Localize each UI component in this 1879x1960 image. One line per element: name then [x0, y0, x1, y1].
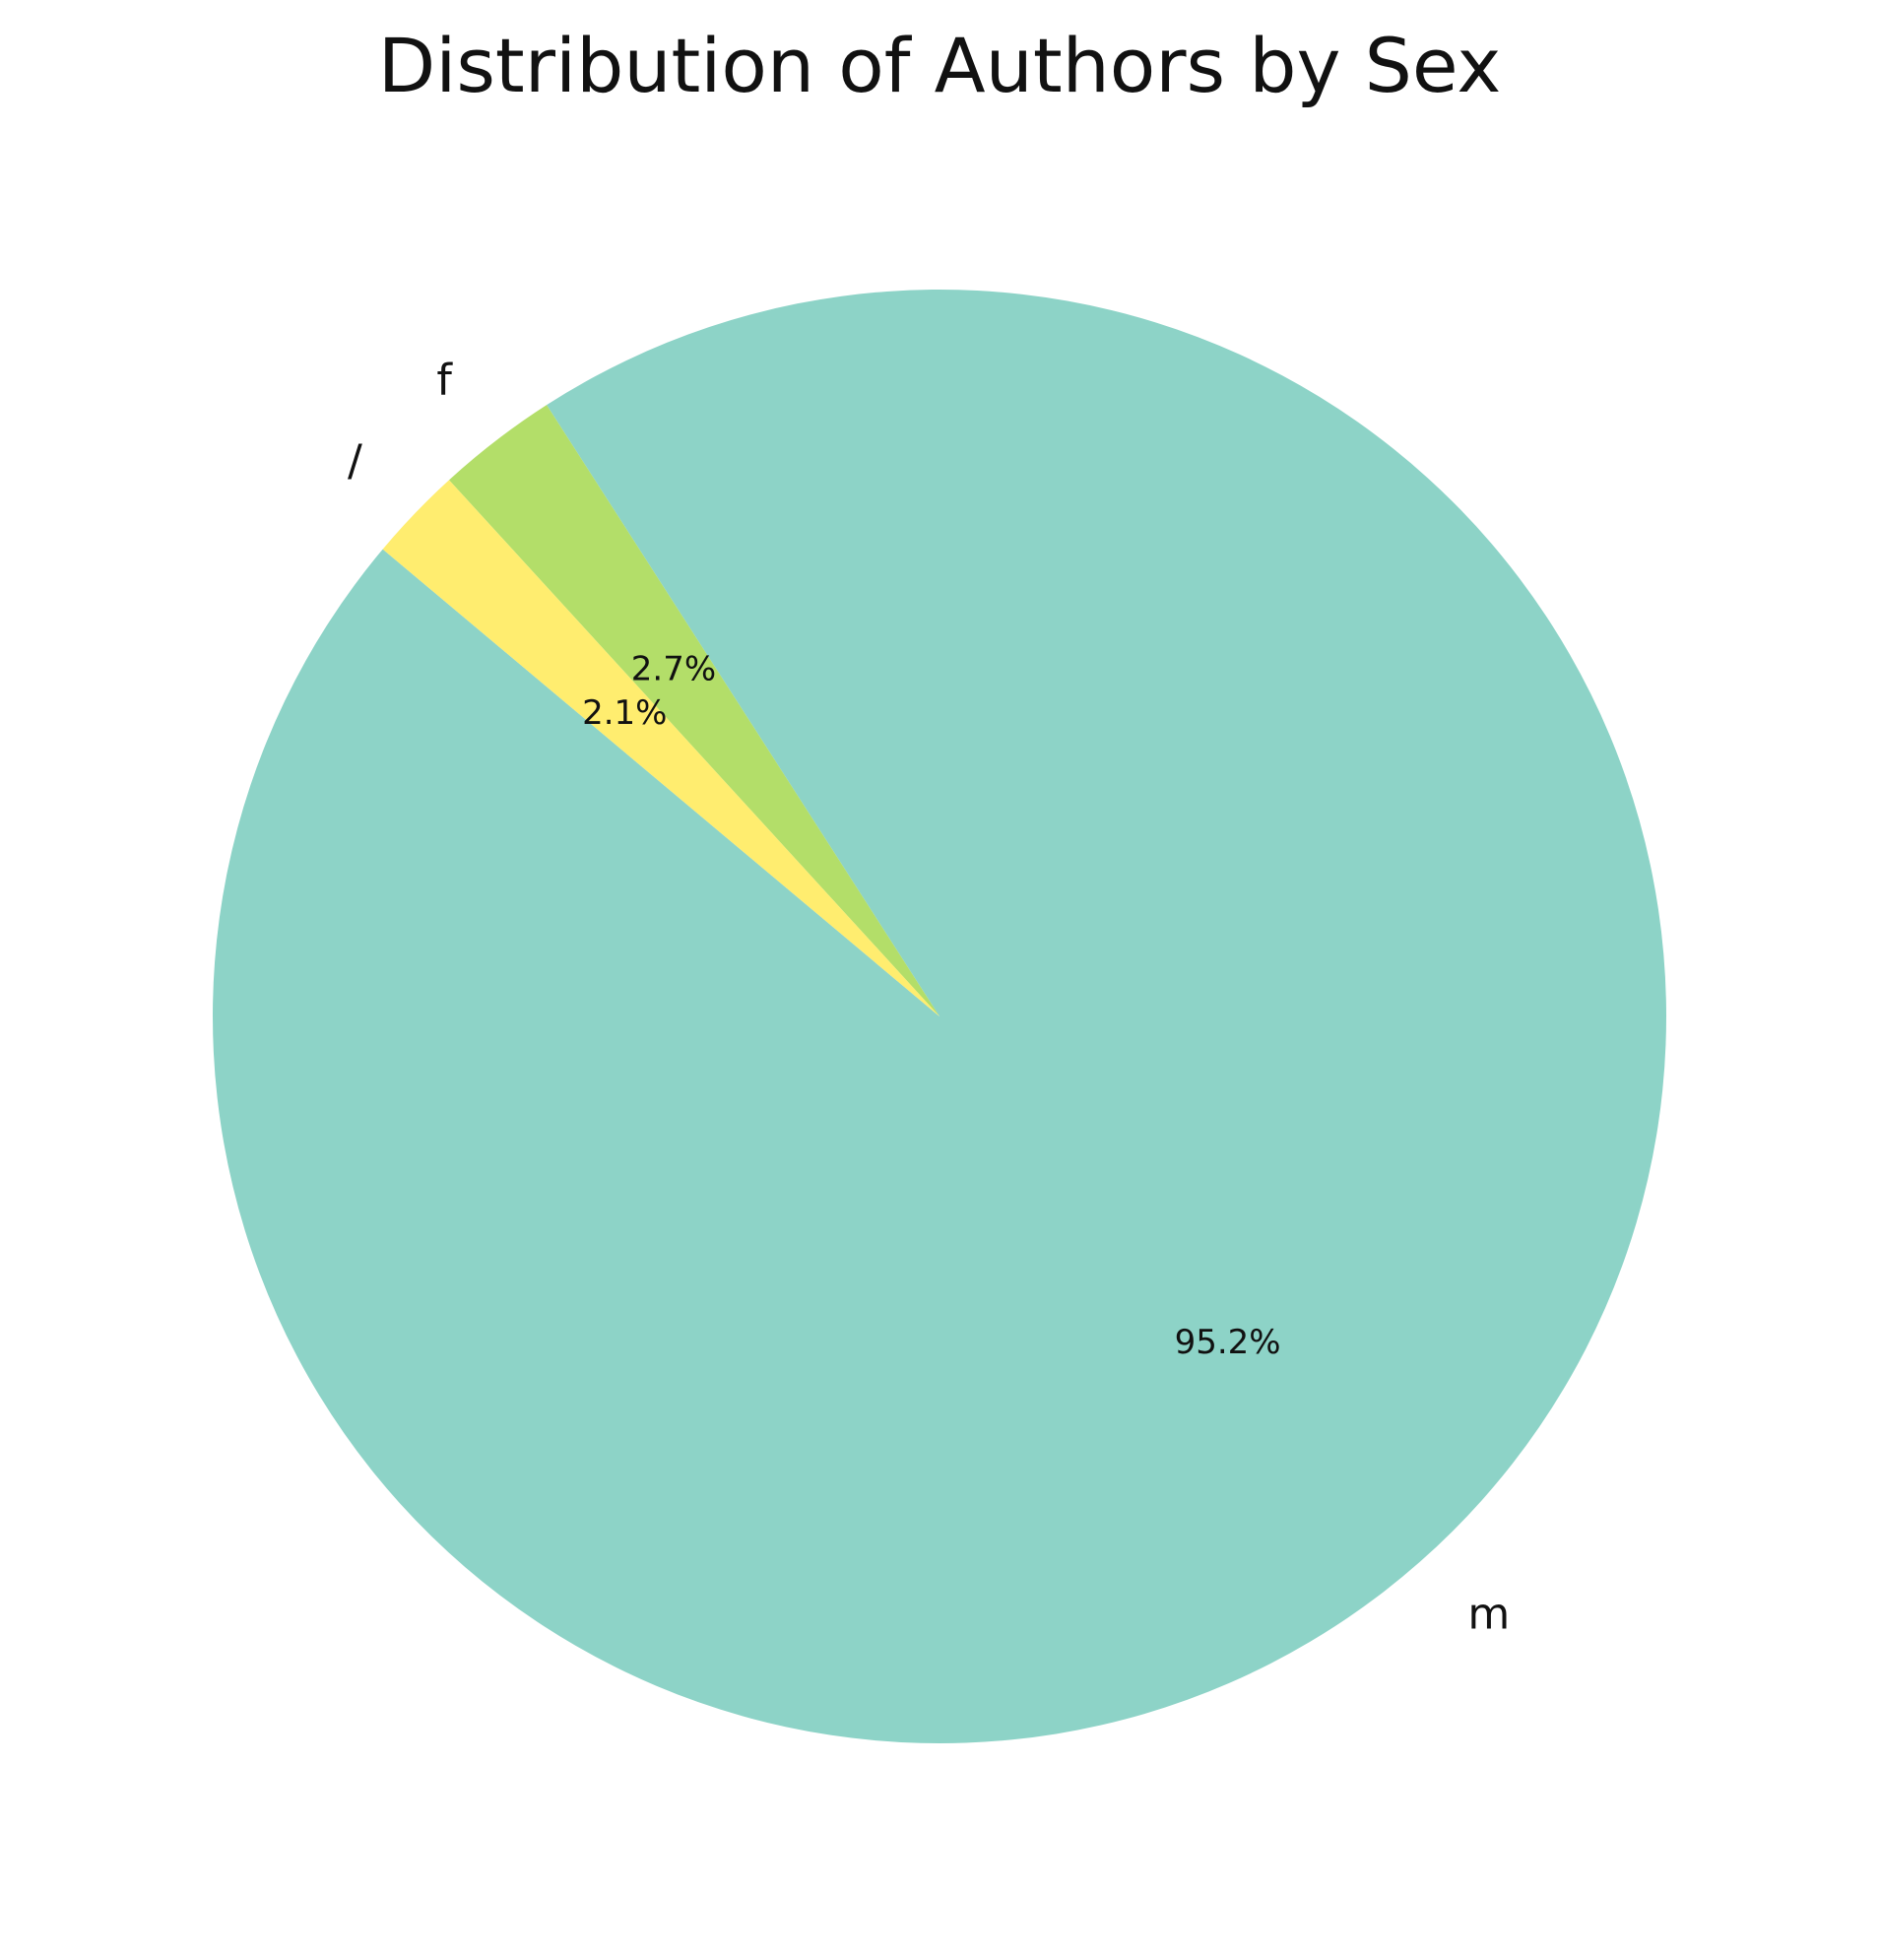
pie-slice-1	[448, 405, 940, 1016]
slice-label-1: f	[436, 356, 453, 406]
pie-slice-2	[382, 480, 940, 1016]
pie-labels: m 95.2% f 2.7% / 2.1%	[348, 356, 1510, 1640]
slice-percent-2: 2.1%	[582, 693, 667, 733]
slice-label-2: /	[348, 435, 362, 486]
slice-percent-0: 95.2%	[1175, 1323, 1281, 1362]
pie-slice-0	[213, 290, 1666, 1744]
pie-slices	[213, 290, 1666, 1744]
chart-title: Distribution of Authors by Sex	[377, 22, 1502, 109]
slice-label-0: m	[1467, 1589, 1510, 1639]
slice-percent-1: 2.7%	[631, 650, 716, 689]
